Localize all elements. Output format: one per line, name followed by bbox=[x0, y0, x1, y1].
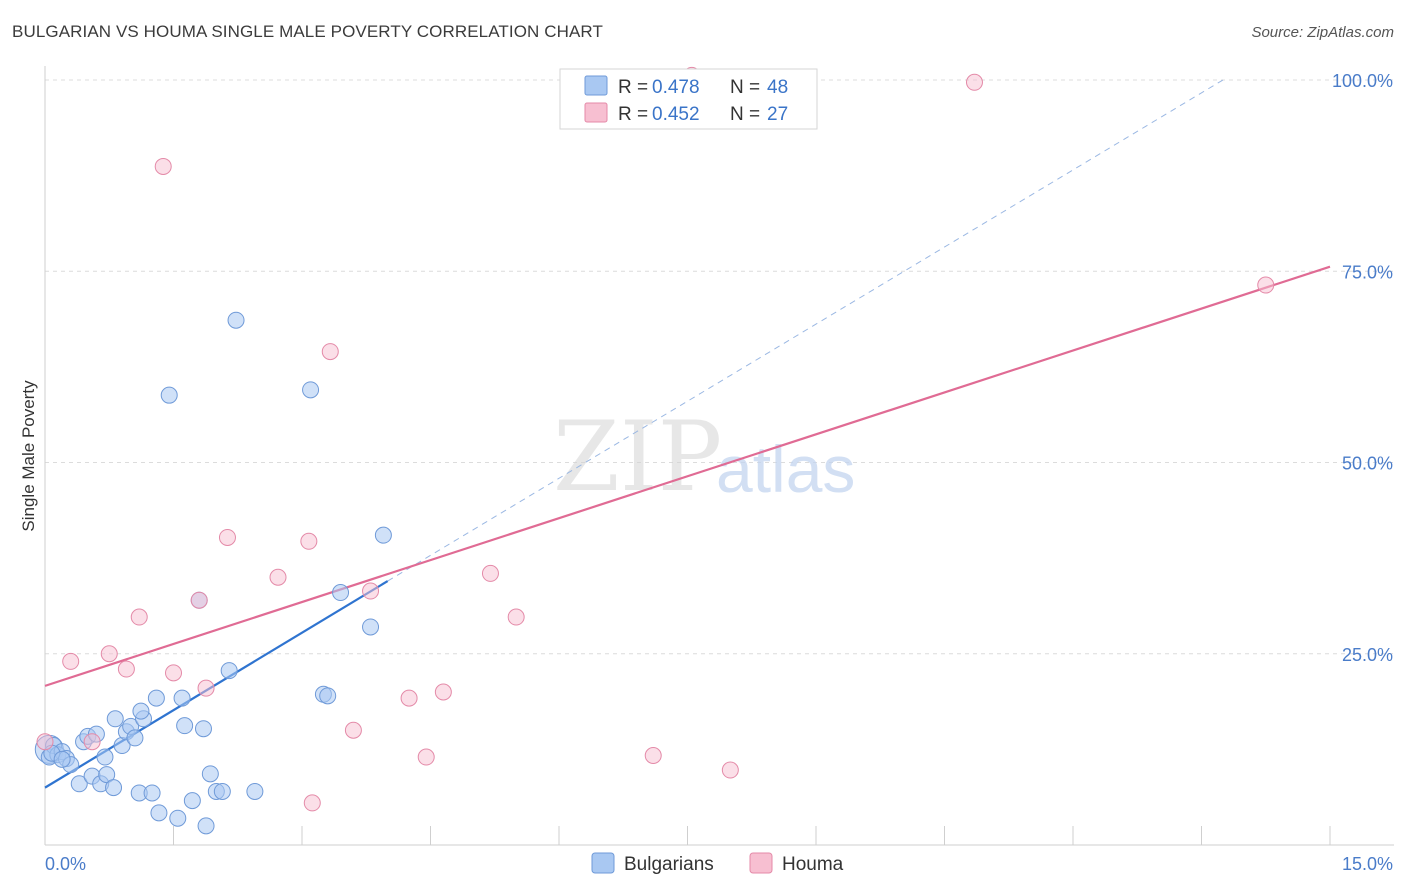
houma-point bbox=[434, 683, 452, 701]
bulgarians-point bbox=[105, 779, 123, 797]
legend-r-label: R = bbox=[618, 104, 648, 125]
bulgarians-point bbox=[150, 804, 168, 822]
houma-point bbox=[1257, 276, 1275, 294]
houma-point bbox=[36, 733, 54, 751]
houma-point bbox=[400, 689, 418, 707]
houma-point bbox=[100, 645, 118, 663]
bulgarians-trend-extension bbox=[387, 79, 1224, 582]
houma-point bbox=[507, 608, 525, 626]
bulgarians-point bbox=[362, 618, 380, 636]
legend-n-label: N = bbox=[730, 104, 760, 125]
houma-trend-line bbox=[44, 265, 1331, 687]
bottom-legend-swatch-bulgarians bbox=[591, 852, 615, 874]
houma-point bbox=[303, 794, 321, 812]
houma-point bbox=[721, 761, 739, 779]
houma-point bbox=[321, 343, 339, 361]
bulgarians-point bbox=[70, 775, 88, 793]
y-tick-labels: 25.0% 50.0% 75.0% 100.0% bbox=[1332, 71, 1393, 665]
axes bbox=[44, 66, 1394, 846]
x-tick-label: 15.0% bbox=[1342, 854, 1393, 874]
legend-box: R = 0.478 N = 48 R = 0.452 N = 27 bbox=[559, 68, 818, 130]
houma-point bbox=[197, 679, 215, 697]
bulgarians-point bbox=[201, 765, 219, 783]
legend-n-label: N = bbox=[730, 77, 760, 98]
houma-point bbox=[154, 157, 172, 175]
legend-swatch-houma bbox=[584, 102, 608, 123]
bottom-legend-swatch-houma bbox=[749, 852, 773, 874]
bulgarians-point bbox=[106, 710, 124, 728]
bulgarians-point bbox=[96, 748, 114, 766]
bulgarians-point bbox=[246, 782, 264, 800]
houma-point bbox=[269, 568, 287, 586]
houma-point bbox=[130, 608, 148, 626]
bulgarians-point bbox=[169, 809, 187, 827]
legend-r-value: 0.478 bbox=[652, 77, 700, 98]
bulgarians-point bbox=[126, 729, 144, 747]
bulgarians-point bbox=[374, 526, 392, 544]
y-axis-label: Single Male Poverty bbox=[19, 380, 38, 532]
houma-point bbox=[644, 746, 662, 764]
legend-n-value: 27 bbox=[767, 104, 788, 125]
legend-r-value: 0.452 bbox=[652, 104, 700, 125]
houma-point bbox=[165, 664, 182, 682]
bulgarians-point bbox=[160, 386, 178, 404]
houma-point bbox=[362, 582, 380, 600]
bulgarians-point bbox=[173, 689, 191, 707]
houma-point bbox=[344, 721, 362, 739]
x-tick-label: 0.0% bbox=[45, 854, 86, 874]
bottom-legend: Bulgarians Houma bbox=[591, 852, 844, 875]
y-tick-label: 100.0% bbox=[1332, 71, 1393, 91]
bottom-legend-label-bulgarians: Bulgarians bbox=[624, 854, 714, 875]
bulgarians-point bbox=[319, 687, 337, 705]
x-tick-labels: 0.0% 15.0% bbox=[45, 854, 1393, 874]
bulgarians-point bbox=[197, 817, 215, 835]
houma-point bbox=[300, 532, 318, 550]
houma-point bbox=[481, 564, 499, 582]
y-tick-label: 75.0% bbox=[1342, 262, 1393, 282]
legend-r-label: R = bbox=[618, 77, 648, 98]
bulgarians-point bbox=[132, 702, 150, 720]
bulgarians-point bbox=[332, 584, 350, 602]
bulgarians-point bbox=[176, 717, 194, 735]
legend-swatch-bulgarians bbox=[584, 75, 608, 96]
bulgarians-point bbox=[220, 662, 238, 680]
bulgarians-point bbox=[213, 782, 231, 800]
houma-point bbox=[83, 733, 101, 751]
bulgarians-point bbox=[53, 750, 71, 768]
bulgarians-point bbox=[147, 689, 165, 707]
bulgarians-trend-line bbox=[44, 580, 389, 789]
houma-point bbox=[965, 73, 983, 91]
chart-title: BULGARIAN VS HOUMA SINGLE MALE POVERTY C… bbox=[12, 22, 603, 41]
legend-n-value: 48 bbox=[767, 77, 788, 98]
houma-point bbox=[117, 660, 135, 678]
houma-point bbox=[417, 748, 435, 766]
watermark: ZIP atlas bbox=[553, 401, 855, 513]
gridlines bbox=[45, 79, 1394, 655]
data-points bbox=[34, 66, 1275, 835]
bulgarians-point bbox=[194, 720, 212, 738]
bulgarians-point bbox=[227, 311, 245, 329]
y-tick-label: 50.0% bbox=[1342, 454, 1393, 474]
y-tick-label: 25.0% bbox=[1342, 645, 1393, 665]
chart-source: Source: ZipAtlas.com bbox=[1251, 24, 1394, 41]
houma-point bbox=[218, 528, 236, 546]
watermark-zip: ZIP bbox=[553, 401, 722, 513]
bulgarians-point bbox=[143, 784, 161, 802]
bottom-legend-label-houma: Houma bbox=[782, 854, 844, 875]
bulgarians-point bbox=[183, 792, 201, 810]
houma-point bbox=[62, 652, 80, 670]
bulgarians-point bbox=[302, 381, 320, 399]
houma-point bbox=[190, 591, 208, 609]
